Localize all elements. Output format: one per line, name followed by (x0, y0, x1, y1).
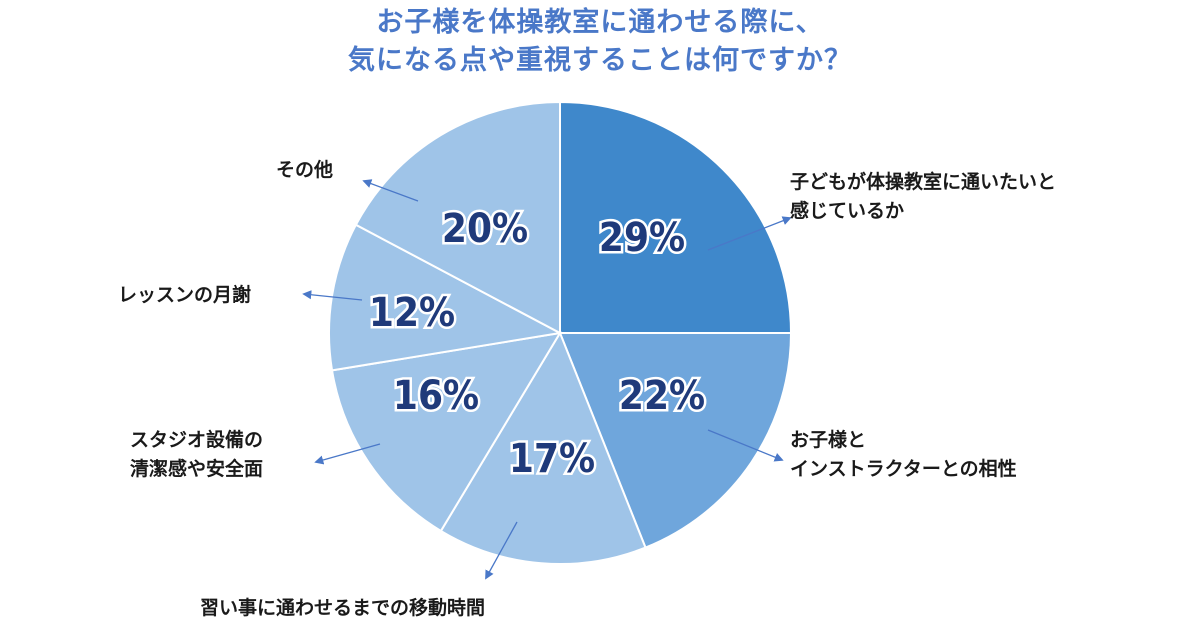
category-label-want-line2: 感じているか (790, 200, 905, 222)
chart-title-line1: お子様を体操教室に通わせる際に、 (376, 7, 824, 38)
value-label-travel: 17% (509, 436, 595, 482)
pie-slice-other (354, 100, 561, 335)
leader-arrow-fee (302, 290, 363, 301)
category-label-other: その他 (276, 159, 334, 181)
value-label-want: 29% (599, 215, 685, 261)
leader-arrow-facility (314, 443, 381, 465)
pie-slice-fee (327, 223, 564, 372)
category-label-fee: レッスンの月謝 (118, 284, 252, 306)
pie-slice-want (559, 100, 793, 334)
category-label-facility-line1: スタジオ設備の (130, 429, 264, 451)
category-label-travel: 習い事に通わせるまでの移動時間 (200, 597, 486, 619)
leader-arrow-other (362, 179, 419, 202)
leader-arrow-want (707, 216, 792, 251)
category-label-want-line1: 子どもが体操教室に通いたいと (790, 171, 1057, 193)
category-label-compat-line2: インストラクターとの相性 (790, 458, 1017, 480)
value-label-other: 20% (442, 206, 528, 252)
pie-slice-compat (558, 332, 793, 549)
value-label-fee: 12% (369, 290, 455, 336)
category-label-facility-line2: 清潔感や安全面 (130, 458, 264, 480)
value-label-facility: 16% (393, 373, 479, 419)
category-label-want: 子どもが体操教室に通いたいと 感じているか (790, 168, 1056, 226)
category-label-facility: スタジオ設備の 清潔感や安全面 (130, 426, 263, 484)
leader-arrow-travel (485, 521, 518, 580)
category-label-compat-line1: お子様と (790, 429, 867, 451)
category-label-compat: お子様と インストラクターとの相性 (790, 426, 1017, 484)
value-label-compat: 22% (619, 373, 705, 419)
leader-arrow-compat (707, 429, 784, 462)
pie-slice-travel (439, 330, 647, 565)
chart-title-line2: 気になる点や重視することは何ですか？ (348, 45, 852, 76)
pie-slice-facility (330, 331, 562, 533)
